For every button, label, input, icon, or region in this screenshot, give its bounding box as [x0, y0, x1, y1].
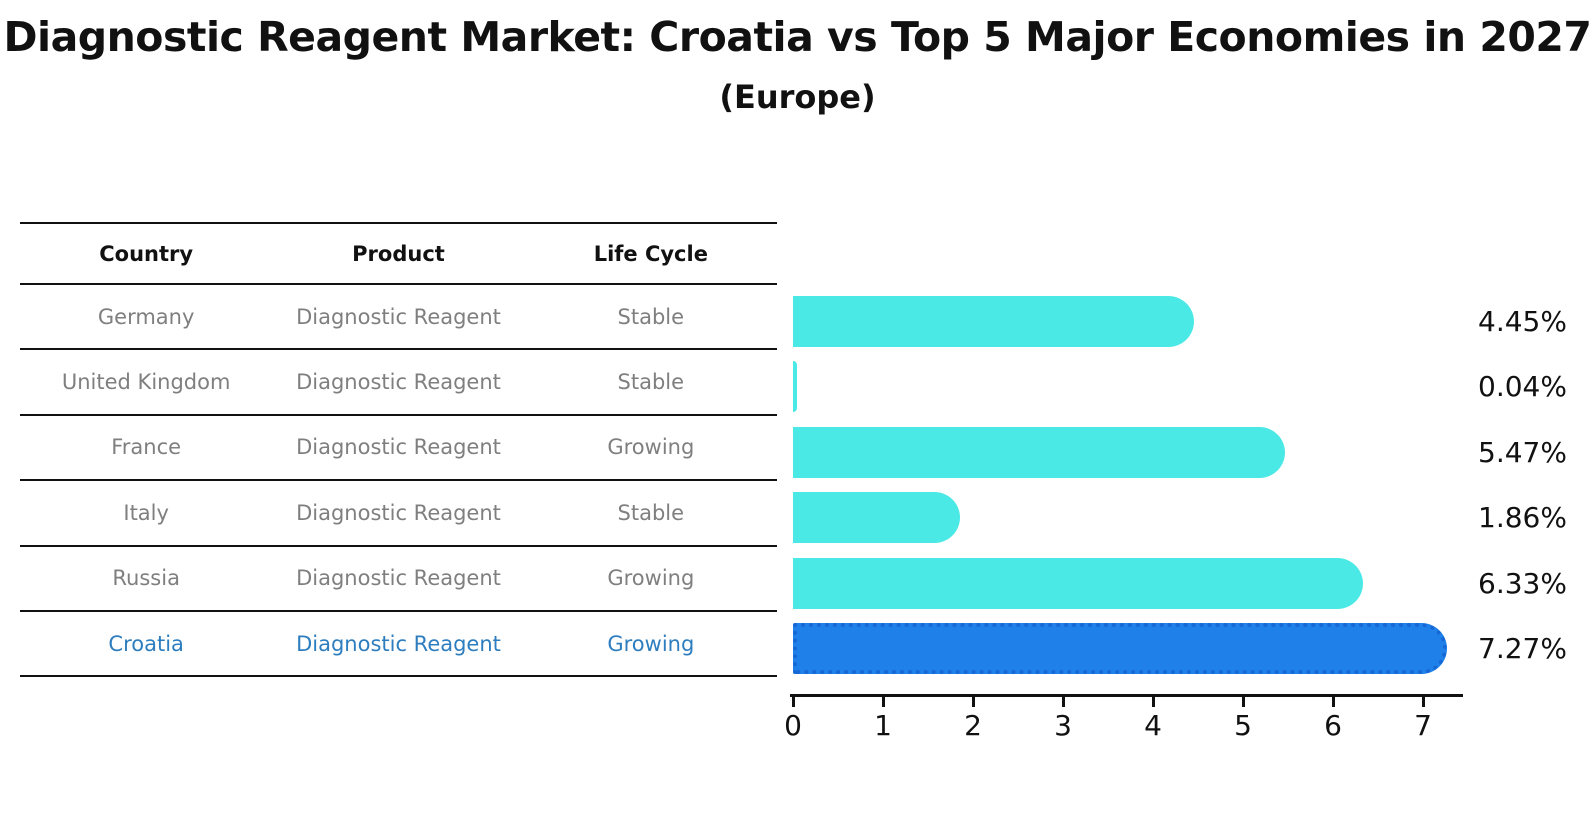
header-cell-life-cycle: Life Cycle	[593, 241, 708, 266]
product-cell: Diagnostic Reagent	[296, 370, 501, 395]
product-cell: Diagnostic Reagent	[296, 631, 501, 656]
life-cycle-cell: Stable	[617, 370, 685, 395]
chart-title: Diagnostic Reagent Market: Croatia vs To…	[3, 13, 1592, 61]
bar-italy	[793, 492, 961, 544]
country-cell: Croatia	[108, 631, 184, 656]
country-cell: Germany	[97, 304, 195, 329]
country-cell: Russia	[112, 566, 180, 591]
value-label-france: 5.47%	[1478, 435, 1567, 469]
product-cell: Diagnostic Reagent	[296, 500, 501, 525]
value-label-russia: 6.33%	[1478, 566, 1567, 600]
header-cell-product: Product	[352, 241, 445, 266]
x-tick-label: 1	[874, 709, 892, 742]
x-tick	[1331, 696, 1335, 707]
table-row-croatia: Croatia Diagnostic Reagent Growing	[20, 612, 777, 678]
life-cycle-cell: Stable	[617, 304, 685, 329]
table-row-russia: Russia Diagnostic Reagent Growing	[20, 547, 777, 612]
x-tick-label: 4	[1144, 709, 1162, 742]
x-tick	[1421, 696, 1425, 707]
life-cycle-cell: Growing	[607, 566, 695, 591]
x-tick-label: 5	[1234, 709, 1252, 742]
table-body: Germany Diagnostic Reagent Stable United Ki…	[20, 285, 777, 678]
table-header-row: Country Product Life Cycle	[20, 222, 777, 285]
table-row-united-kingdom: United Kingdom Diagnostic Reagent Stable	[20, 350, 777, 416]
x-tick-label: 0	[784, 709, 802, 742]
x-axis-line	[790, 694, 1463, 697]
life-cycle-cell: Stable	[617, 500, 685, 525]
life-cycle-cell: Growing	[607, 631, 695, 656]
header-cell-country: Country	[99, 241, 194, 266]
x-tick	[881, 696, 885, 707]
product-cell: Diagnostic Reagent	[296, 435, 501, 460]
bar-croatia	[793, 623, 1448, 674]
x-tick-label: 3	[1054, 709, 1072, 742]
value-label-italy: 1.86%	[1478, 501, 1567, 535]
life-cycle-cell: Growing	[607, 435, 695, 460]
bar-germany	[793, 296, 1194, 347]
x-tick	[1151, 696, 1155, 707]
x-tick	[1061, 696, 1065, 707]
x-tick	[791, 696, 795, 707]
product-cell: Diagnostic Reagent	[296, 566, 501, 591]
product-cell: Diagnostic Reagent	[296, 304, 501, 329]
value-label-united-kingdom: 0.04%	[1478, 370, 1567, 404]
table-row-italy: Italy Diagnostic Reagent Stable	[20, 481, 777, 547]
bar-france	[793, 426, 1286, 478]
x-tick-label: 6	[1324, 709, 1342, 742]
country-cell: France	[111, 435, 182, 460]
table-row-france: France Diagnostic Reagent Growing	[20, 416, 777, 482]
bar-united-kingdom	[793, 361, 797, 413]
country-cell: United Kingdom	[61, 370, 231, 395]
table-row-germany: Germany Diagnostic Reagent Stable	[20, 285, 777, 351]
x-tick-label: 7	[1414, 709, 1432, 742]
bar-russia	[793, 557, 1363, 609]
x-tick-label: 2	[964, 709, 982, 742]
x-tick	[1241, 696, 1245, 707]
country-cell: Italy	[123, 500, 169, 525]
comparison-table: Country Product Life Cycle Germany Diagnost…	[20, 222, 777, 678]
value-label-germany: 4.45%	[1478, 305, 1567, 338]
x-tick	[971, 696, 975, 707]
chart-subtitle: (Europe)	[719, 78, 876, 116]
value-label-croatia: 7.27%	[1478, 632, 1567, 665]
